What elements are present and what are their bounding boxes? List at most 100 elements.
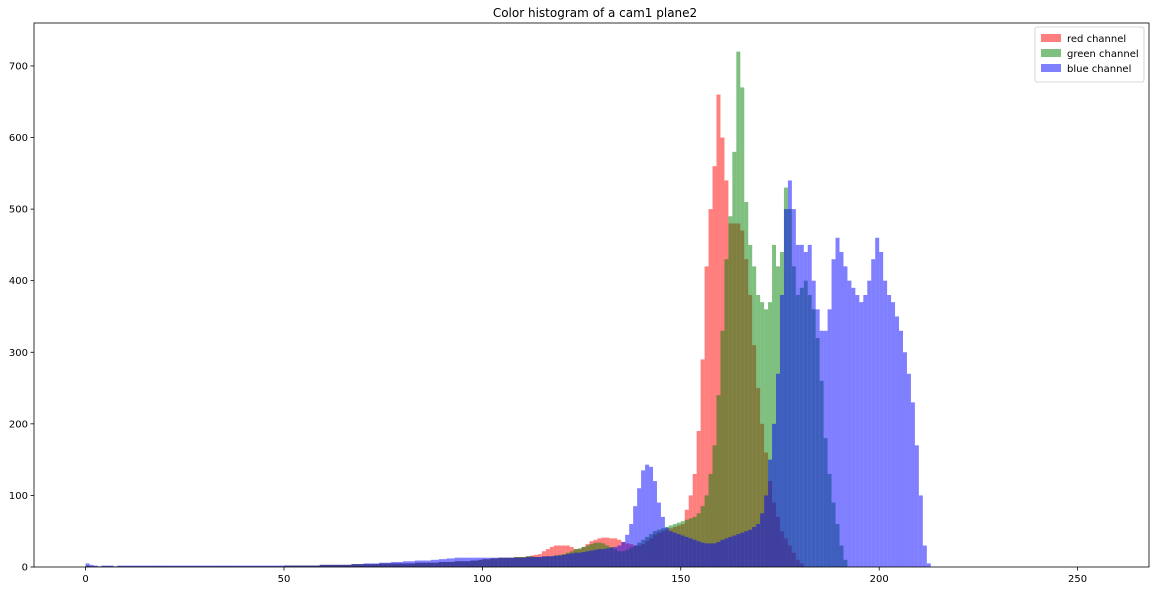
histogram-bar bbox=[891, 302, 896, 567]
legend: red channel green channel blue channel bbox=[1034, 26, 1145, 83]
series-red-channel bbox=[85, 94, 804, 568]
histogram-bar bbox=[410, 561, 415, 567]
histogram-bar bbox=[101, 565, 106, 567]
histogram-bar bbox=[839, 252, 844, 568]
histogram-bar bbox=[863, 295, 868, 567]
histogram-bar bbox=[533, 556, 538, 567]
histogram-bar bbox=[569, 553, 574, 567]
histogram-bar bbox=[867, 280, 872, 567]
histogram-bar bbox=[125, 565, 130, 567]
histogram-bar bbox=[760, 302, 765, 567]
histogram-bar bbox=[772, 423, 777, 567]
histogram-bar bbox=[720, 330, 725, 567]
histogram-bar bbox=[744, 531, 749, 567]
histogram-bar bbox=[561, 554, 566, 567]
histogram-bar bbox=[486, 557, 491, 567]
histogram-bar bbox=[760, 513, 765, 567]
histogram-bar bbox=[141, 565, 146, 567]
histogram-bar bbox=[819, 330, 824, 567]
histogram-bar bbox=[502, 557, 507, 567]
histogram-bar bbox=[899, 330, 903, 567]
histogram-bar bbox=[724, 538, 729, 567]
histogram-bar bbox=[827, 309, 832, 567]
histogram-bar bbox=[676, 534, 681, 567]
histogram-bar bbox=[585, 551, 590, 567]
histogram-bar bbox=[180, 565, 185, 567]
histogram-bar bbox=[157, 565, 161, 567]
histogram-bar bbox=[470, 557, 475, 567]
histogram-bar bbox=[672, 532, 677, 567]
x-tick-label: 200 bbox=[870, 574, 889, 585]
bars-layer bbox=[85, 51, 931, 568]
histogram-bar bbox=[331, 564, 336, 567]
histogram-bar bbox=[272, 565, 277, 567]
histogram-bar bbox=[601, 549, 606, 567]
legend-swatch bbox=[1041, 49, 1061, 57]
histogram-bar bbox=[835, 237, 840, 568]
histogram-bar bbox=[256, 565, 261, 567]
histogram-bar bbox=[291, 565, 296, 567]
histogram-bar bbox=[613, 546, 618, 567]
histogram-bar bbox=[541, 556, 546, 567]
histogram-bar bbox=[581, 551, 586, 567]
histogram-bar bbox=[811, 280, 816, 567]
histogram-bar bbox=[228, 565, 233, 567]
histogram-bar bbox=[752, 526, 757, 567]
histogram-bar bbox=[696, 513, 701, 567]
histogram-bar bbox=[922, 545, 927, 567]
histogram-bar bbox=[641, 470, 646, 567]
legend-label: green channel bbox=[1067, 49, 1139, 60]
histogram-bar bbox=[323, 564, 328, 567]
histogram-bar bbox=[704, 495, 709, 567]
histogram-bar bbox=[768, 459, 773, 567]
histogram-bar bbox=[494, 557, 499, 567]
histogram-bar bbox=[712, 166, 717, 567]
histogram-bar bbox=[720, 539, 725, 567]
histogram-bar bbox=[430, 559, 435, 567]
histogram-bar bbox=[807, 244, 812, 567]
histogram-bar bbox=[779, 295, 784, 567]
y-tick-label: 500 bbox=[9, 205, 28, 216]
histogram-bar bbox=[351, 564, 356, 567]
axes-layer: 0 50 100 150 200 250 0 100 200 300 400 500 600 700 bbox=[9, 22, 1150, 585]
histogram-bar bbox=[490, 557, 495, 567]
histogram-bar bbox=[462, 557, 467, 567]
histogram-bar bbox=[216, 565, 221, 567]
histogram-bar bbox=[700, 506, 705, 567]
histogram-bar bbox=[93, 565, 98, 567]
histogram-bar bbox=[918, 495, 923, 567]
histogram-bar bbox=[887, 295, 892, 567]
histogram-bar bbox=[649, 466, 654, 567]
histogram-bar bbox=[252, 565, 257, 567]
histogram-bar bbox=[621, 541, 626, 567]
histogram-bar bbox=[236, 565, 241, 567]
histogram-bar bbox=[121, 565, 126, 567]
histogram-bar bbox=[307, 565, 312, 567]
histogram-bar bbox=[625, 534, 630, 567]
histogram-bar bbox=[105, 565, 110, 567]
histogram-bar bbox=[287, 565, 292, 567]
histogram-bar bbox=[831, 259, 836, 567]
y-tick-label: 100 bbox=[9, 491, 28, 502]
histogram-bar bbox=[514, 557, 519, 567]
histogram-bar bbox=[153, 565, 158, 567]
histogram-bar bbox=[280, 565, 284, 567]
histogram-bar bbox=[403, 561, 407, 567]
histogram-bar bbox=[133, 565, 138, 567]
histogram-bar bbox=[391, 561, 396, 567]
legend-label: red channel bbox=[1067, 34, 1126, 45]
histogram-bar bbox=[196, 565, 201, 567]
histogram-bar bbox=[712, 445, 717, 567]
histogram-bar bbox=[188, 565, 193, 567]
y-tick-label: 400 bbox=[9, 276, 28, 287]
histogram-bar bbox=[109, 565, 114, 567]
histogram-bar bbox=[847, 280, 852, 567]
histogram-bar bbox=[633, 506, 638, 567]
histogram-bar bbox=[577, 552, 582, 567]
histogram-bar bbox=[823, 330, 828, 567]
histogram-bar bbox=[803, 252, 808, 568]
histogram-bar bbox=[224, 565, 229, 567]
histogram-bar bbox=[414, 560, 419, 567]
histogram-bar bbox=[220, 565, 225, 567]
histogram-bar bbox=[478, 557, 483, 567]
